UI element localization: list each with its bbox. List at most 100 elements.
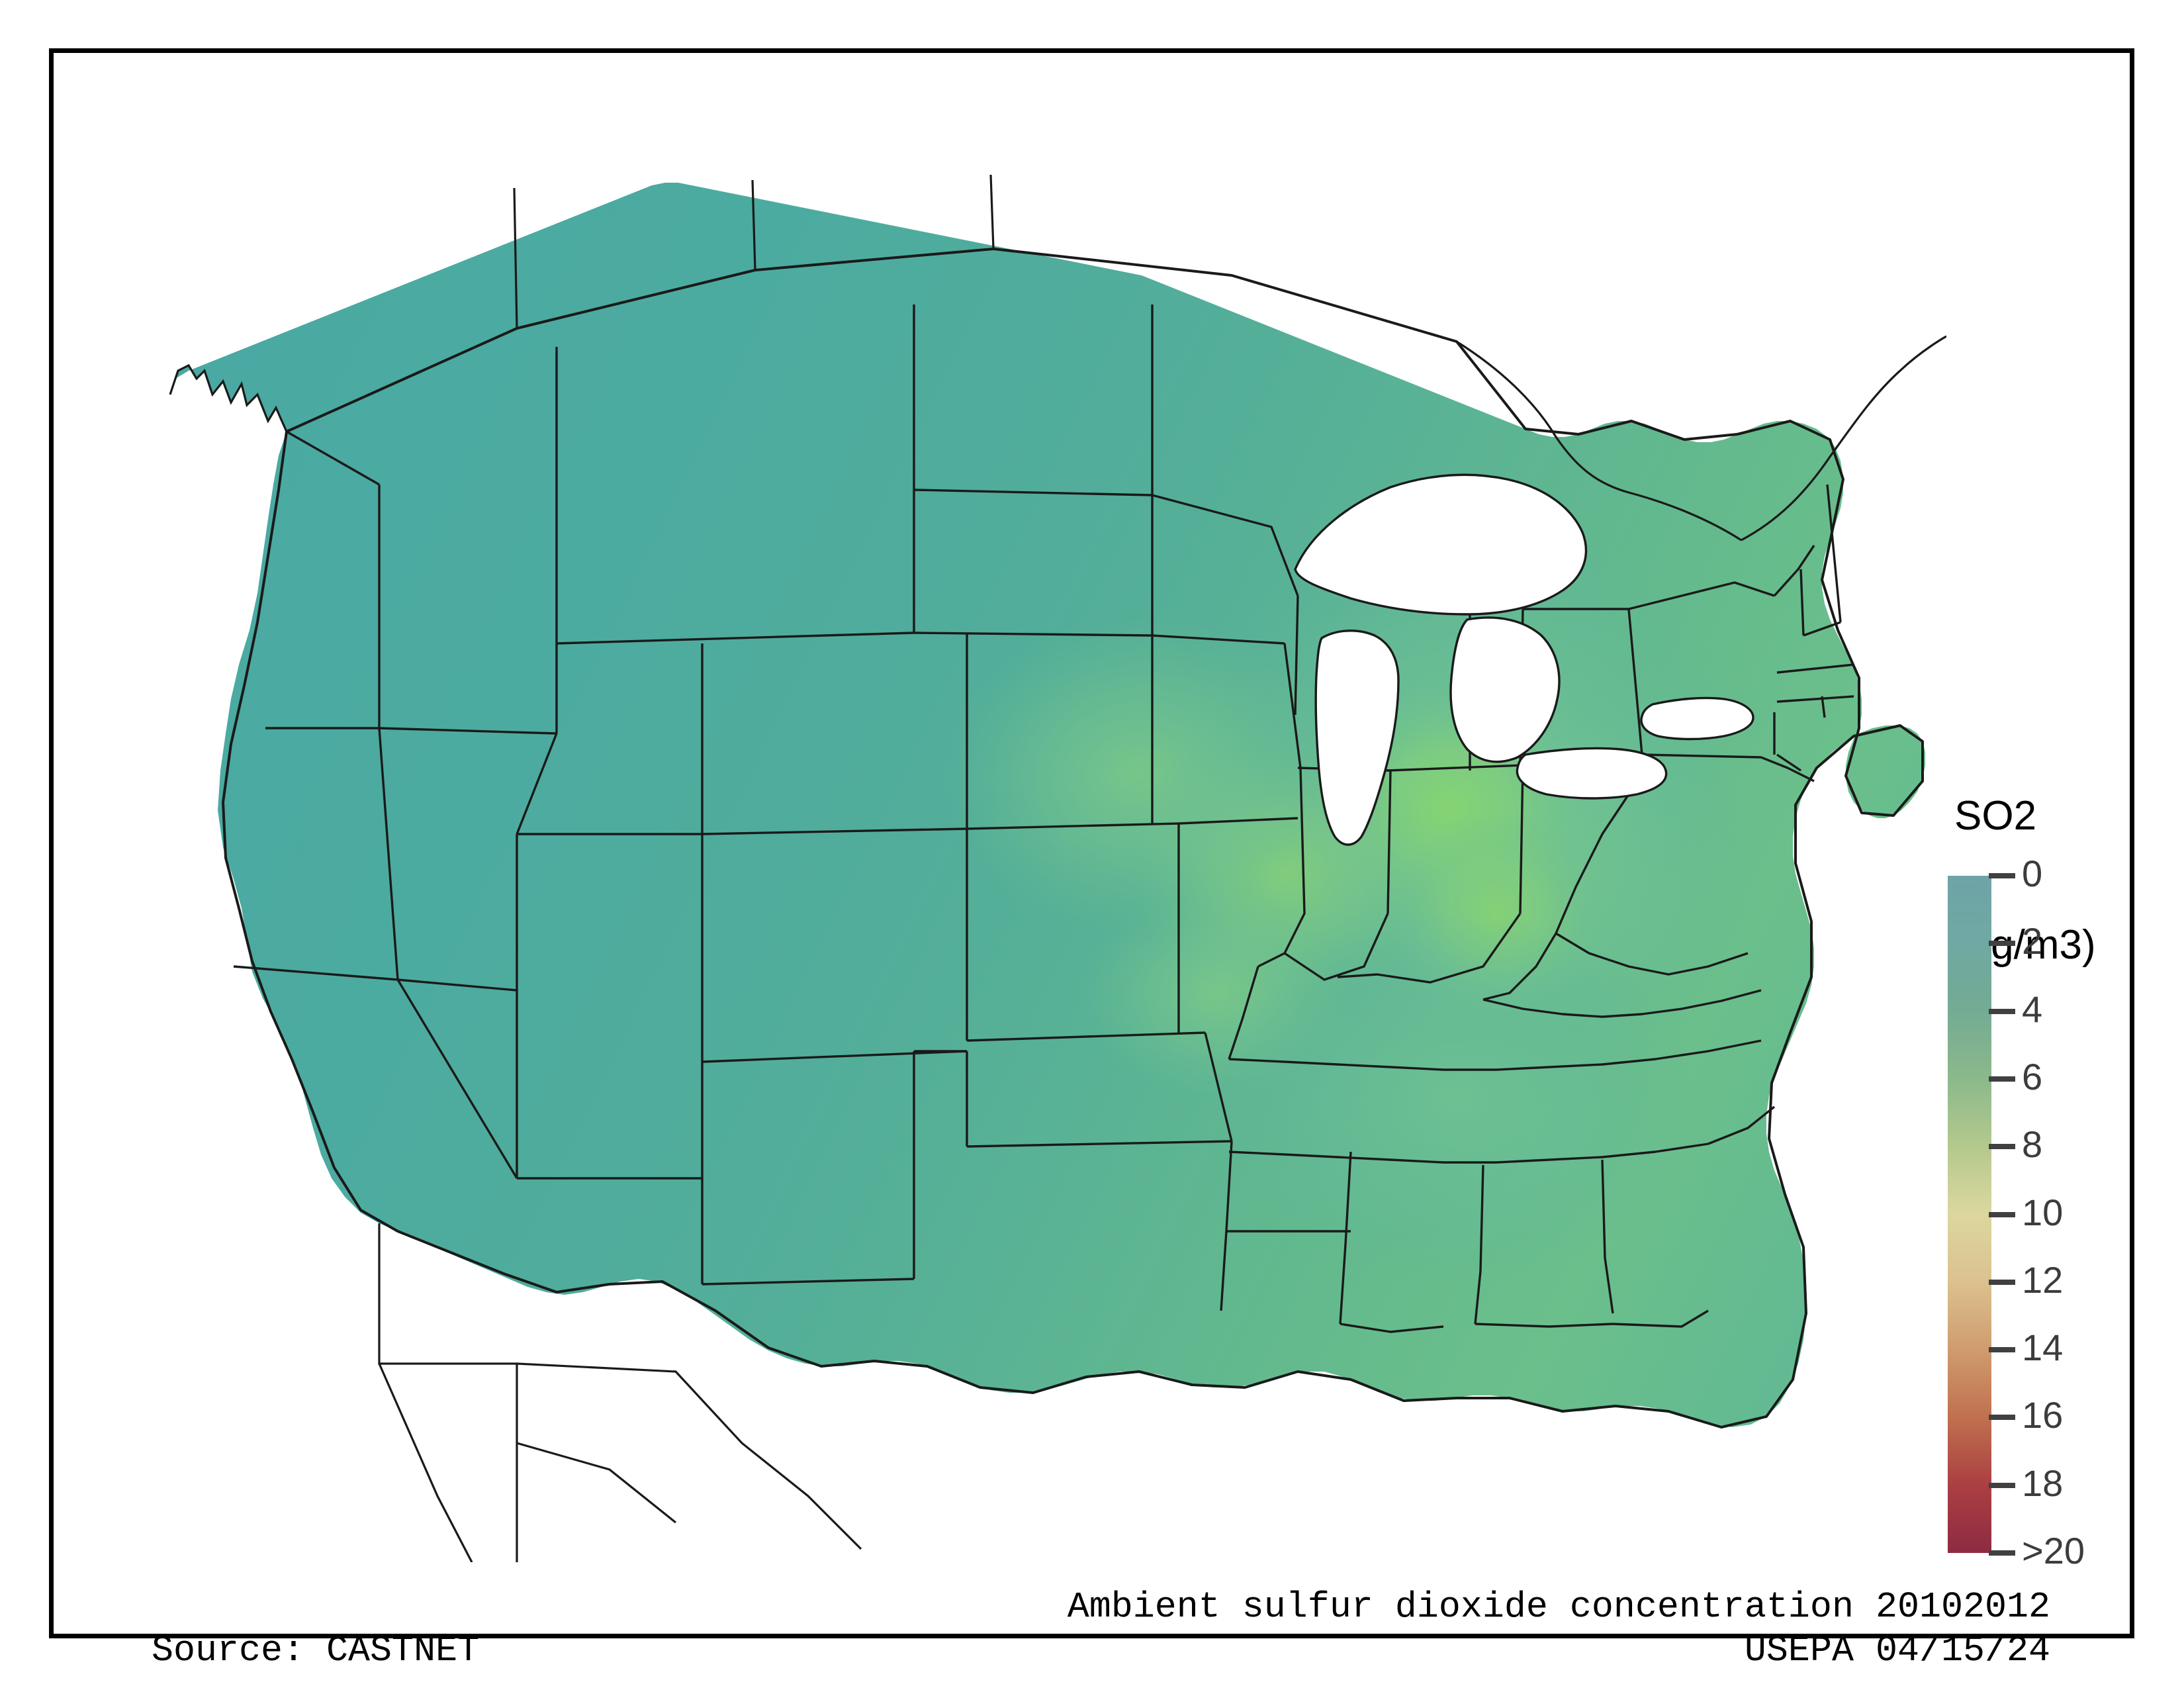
colorbar-tick-12	[1989, 1279, 2015, 1285]
coastline-pacific-northwest	[169, 363, 288, 432]
border-ny-vt	[1773, 545, 1815, 597]
border-al-ga	[1601, 1159, 1614, 1314]
colorbar-label-14: 14	[2022, 1327, 2064, 1369]
source-credit: Source: CASTNET	[152, 1630, 480, 1671]
colorbar-tick-0	[1989, 873, 2015, 878]
figure-frame: SO2 (ug/m3) 0 2 4 6 8 10 12 14 16 18 >20 Ambient s…	[49, 48, 2134, 1671]
colorbar-wrapper: 0 2 4 6 8 10 12 14 16 18 >20	[1948, 855, 2166, 1570]
border-ca-nv-south	[396, 979, 518, 1179]
border-wv-va	[1555, 932, 1749, 976]
legend-title-species: SO2	[1954, 793, 2037, 839]
mississippi-river-upper	[1228, 966, 1259, 1060]
border-or-wa	[379, 727, 557, 735]
border-pa-ny	[1628, 581, 1775, 610]
border-ky-va-tn	[1482, 989, 1762, 1018]
canada-maritime-border	[1741, 335, 1946, 541]
border-ga-fl	[1612, 1309, 1709, 1328]
border-al-fl	[1475, 1323, 1614, 1328]
border-wi-mi	[1294, 595, 1299, 716]
border-tn-ky	[1228, 1039, 1762, 1071]
border-tn-ms-al-ga	[1228, 1143, 1709, 1164]
border-pa-md	[1641, 753, 1762, 759]
colorbar-label-10: 10	[2022, 1191, 2064, 1233]
colorbar-tick-16	[1989, 1415, 2015, 1421]
colorbar-tick-4	[1989, 1008, 2015, 1014]
border-md-de	[1760, 756, 1815, 782]
border-ks-ok	[966, 1031, 1206, 1042]
border-nj-pa	[1776, 753, 1801, 772]
agency-stamp: USEPA 04/15/24	[1744, 1630, 2050, 1671]
border-or-id	[378, 727, 399, 980]
lake-superior	[1294, 473, 1588, 616]
border-ms-al	[1474, 1164, 1484, 1325]
colorbar-label-6: 6	[2022, 1055, 2043, 1098]
colorbar-tick-10	[1989, 1211, 2015, 1217]
border-nm-co	[702, 1050, 968, 1063]
border-mo-ia	[1178, 817, 1298, 825]
border-ar-ok	[1204, 1032, 1233, 1142]
lake-ontario	[1640, 696, 1754, 741]
us-map-svg	[169, 174, 1946, 1562]
figure-title: Ambient sulfur dioxide concentration 201…	[1067, 1586, 2050, 1628]
border-me-nh-line	[1826, 484, 1842, 623]
legend-title-block: SO2 (ug/m3)	[1954, 708, 2184, 1053]
colorbar-tick-6	[1989, 1076, 2015, 1082]
border-la-ms-gulf	[1340, 1323, 1444, 1333]
border-nc-sc	[1707, 1105, 1776, 1145]
ohio-river-west	[1284, 913, 1389, 981]
hotspot-illinois	[940, 616, 1338, 933]
lake-erie	[1516, 747, 1668, 800]
great-lakes-north-shore	[1456, 340, 1742, 541]
colorbar-label-8: 8	[2022, 1123, 2043, 1166]
border-wy-co	[702, 827, 968, 835]
border-mn-wi	[1152, 494, 1299, 596]
border-mt-wy	[556, 632, 915, 645]
border-oh-wv-pa	[1555, 608, 1643, 934]
lake-michigan	[1314, 630, 1400, 846]
colorbar-label-4: 4	[2022, 988, 2043, 1030]
colorbar-label-0: 0	[2022, 853, 2043, 894]
colorbar-label-12: 12	[2022, 1258, 2064, 1301]
us-state-boundaries	[222, 248, 1924, 1429]
colorbar-tick-gt20	[1989, 1550, 2015, 1556]
border-ct-ri-ma	[1776, 695, 1854, 703]
mississippi-river-lower	[1339, 1151, 1352, 1325]
map-canvas	[120, 172, 1946, 1562]
mexico-border-west	[378, 1223, 518, 1562]
ohio-river-lower-wv	[1482, 933, 1557, 1001]
border-ia-wi-il	[1283, 643, 1302, 769]
border-ia-mn	[1152, 634, 1285, 645]
colorbar-label-18: 18	[2022, 1462, 2064, 1504]
colorbar-tick-18	[1989, 1482, 2015, 1488]
border-nm-south	[702, 1278, 915, 1286]
mexico-interior-borders	[378, 1363, 676, 1562]
great-lakes	[1294, 473, 1754, 846]
colorbar-tick-2	[1989, 941, 2015, 947]
border-vt-nh	[1799, 569, 1805, 636]
border-nh-me	[1803, 621, 1841, 637]
border-ok-tx	[966, 1140, 1232, 1148]
canada-province-borders	[513, 174, 995, 329]
border-wa-north	[286, 430, 380, 486]
ohio-river-middle	[1337, 913, 1522, 984]
border-il-in	[1387, 770, 1392, 914]
colorbar-label-16: 16	[2022, 1394, 2064, 1436]
border-il-mo	[1257, 767, 1306, 968]
border-ct-ri	[1821, 696, 1826, 718]
border-ma-north	[1776, 663, 1854, 674]
border-ne-ks	[966, 822, 1179, 830]
colorbar-legend: SO2 (ug/m3) 0 2 4 6 8 10 12 14 16 18 >20	[1948, 708, 2184, 1570]
lake-huron	[1449, 616, 1561, 763]
border-sd-ne	[913, 632, 1153, 637]
border-nv-id	[397, 978, 518, 992]
border-id-mt	[516, 733, 558, 835]
border-in-oh-north	[1387, 764, 1524, 772]
border-nd-sd	[913, 489, 1153, 496]
colorbar-tick-8	[1989, 1144, 2015, 1150]
concentration-field	[170, 183, 1925, 1427]
colorbar-label-gt20: >20	[2022, 1530, 2085, 1571]
border-ca-or	[233, 965, 398, 981]
mexico-border-east	[516, 1362, 862, 1550]
colorbar-label-2: 2	[2022, 920, 2043, 962]
